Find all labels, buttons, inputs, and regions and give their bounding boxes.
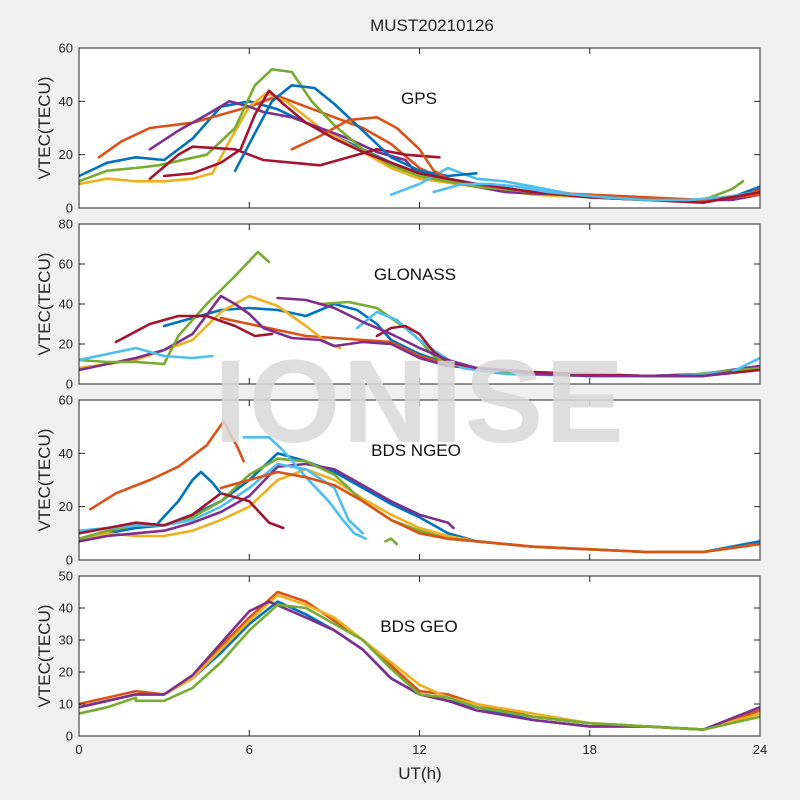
panel-3: 0 20 40 60 VTEC(TECU) BDS NGEO	[35, 393, 761, 568]
x-tick-label: 18	[583, 742, 597, 757]
series-line-9	[242, 436, 367, 540]
y-tick-label: 0	[66, 729, 73, 744]
y-tick-label: 20	[59, 499, 73, 514]
y-tick-label: 0	[66, 553, 73, 568]
y-tick-label: 60	[59, 41, 73, 56]
panel-annotation: BDS GEO	[380, 617, 457, 636]
x-axis-label: UT(h)	[398, 764, 441, 783]
y-tick-label: 80	[59, 217, 73, 232]
panel-1: 0 20 40 60 VTEC(TECU) GPS	[35, 41, 761, 216]
y-tick-label: 60	[59, 257, 73, 272]
y-tick-label: 0	[66, 377, 73, 392]
panel-annotation: GPS	[401, 89, 437, 108]
series-line-4	[79, 462, 455, 543]
series-line-2	[89, 420, 245, 511]
y-tick-label: 40	[59, 297, 73, 312]
y-tick-label: 20	[59, 147, 73, 162]
y-tick-label: 60	[59, 393, 73, 408]
series-line-11	[384, 537, 399, 546]
series-line-5	[79, 250, 271, 366]
series-line-8	[233, 84, 478, 178]
y-tick-label: 20	[59, 665, 73, 680]
series-line-7	[148, 145, 441, 180]
y-tick-label: 10	[59, 697, 73, 712]
y-axis-label: VTEC(TECU)	[35, 429, 54, 532]
series-line-8	[157, 470, 223, 524]
series-line-6	[79, 346, 214, 362]
figure-title: MUST20210126	[370, 16, 494, 35]
series-group	[79, 590, 760, 731]
series-line-9	[290, 116, 760, 202]
y-tick-label: 30	[59, 633, 73, 648]
series-group	[79, 420, 760, 554]
series-line-11	[432, 182, 719, 202]
x-tick-label: 24	[753, 742, 767, 757]
series-group	[79, 68, 760, 204]
series-group	[79, 250, 760, 378]
y-tick-label: 40	[59, 446, 73, 461]
panel-2: 0 20 40 60 80 VTEC(TECU) GLONASS	[35, 217, 761, 392]
y-tick-label: 20	[59, 337, 73, 352]
series-line-7	[114, 314, 274, 344]
x-tick-label: 0	[75, 742, 82, 757]
series-line-5	[79, 603, 760, 731]
y-axis-label: VTEC(TECU)	[35, 253, 54, 356]
y-tick-label: 40	[59, 601, 73, 616]
panel-annotation: BDS NGEO	[371, 441, 461, 460]
y-axis-label: VTEC(TECU)	[35, 605, 54, 708]
series-line-9	[355, 310, 760, 378]
y-tick-label: 40	[59, 94, 73, 109]
x-tick-label: 12	[412, 742, 426, 757]
panel-4: 0 6 12 18 24 0 10 20 30 40 50 VTEC(TECU) BDS GEO	[35, 569, 767, 758]
plot-area	[79, 48, 760, 208]
y-axis-label: VTEC(TECU)	[35, 77, 54, 180]
series-line-7	[79, 492, 285, 535]
series-line-11	[276, 296, 733, 378]
x-tick-label: 6	[246, 742, 253, 757]
watermark: IONISE	[214, 336, 626, 468]
plot-area	[79, 576, 760, 736]
panel-annotation: GLONASS	[374, 265, 456, 284]
y-tick-label: 50	[59, 569, 73, 584]
series-line-4	[79, 600, 760, 731]
series-line-10	[219, 470, 760, 554]
y-tick-label: 0	[66, 201, 73, 216]
